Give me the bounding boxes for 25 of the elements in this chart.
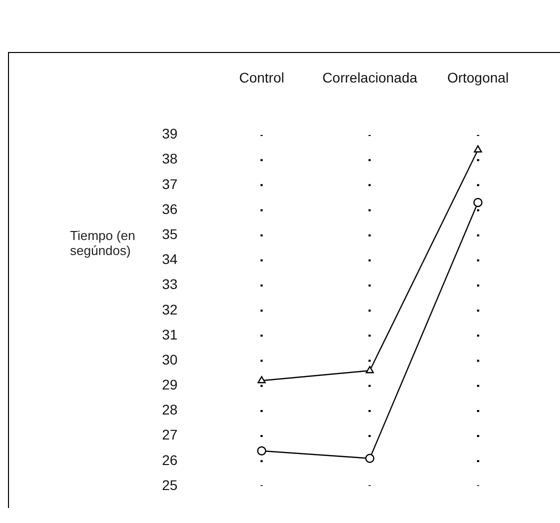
y-tick-label: 33	[162, 276, 178, 292]
y-tick-label: 38	[162, 150, 178, 167]
y-tick-label: 28	[162, 402, 178, 418]
y-tick-label: 30	[162, 351, 178, 368]
point	[473, 198, 483, 208]
y-tick-label: 31	[162, 326, 178, 342]
point	[365, 454, 374, 464]
y-tick-label: 25	[162, 476, 178, 493]
point	[258, 376, 266, 384]
y-tick-label: 35	[162, 226, 178, 242]
x-tick-label: Control	[239, 69, 284, 86]
y-tick-label: 26	[162, 452, 178, 468]
y-tick-label: 34	[162, 251, 178, 268]
y-tick-label: 36	[162, 200, 178, 217]
point	[366, 366, 374, 374]
y-axis-title: Tiempo (en segúndos)	[70, 228, 136, 258]
y-tick-label: 27	[162, 426, 178, 443]
y-tick-label: 32	[162, 301, 178, 318]
y-tick-label: 39	[162, 126, 178, 142]
y-tick-label: 29	[162, 376, 178, 393]
point	[474, 145, 482, 152]
y-tick-label: 37	[162, 176, 178, 192]
x-tick-label: Correlacionada	[322, 69, 418, 86]
point	[257, 446, 266, 456]
x-tick-label: Ortogonal	[447, 69, 509, 86]
